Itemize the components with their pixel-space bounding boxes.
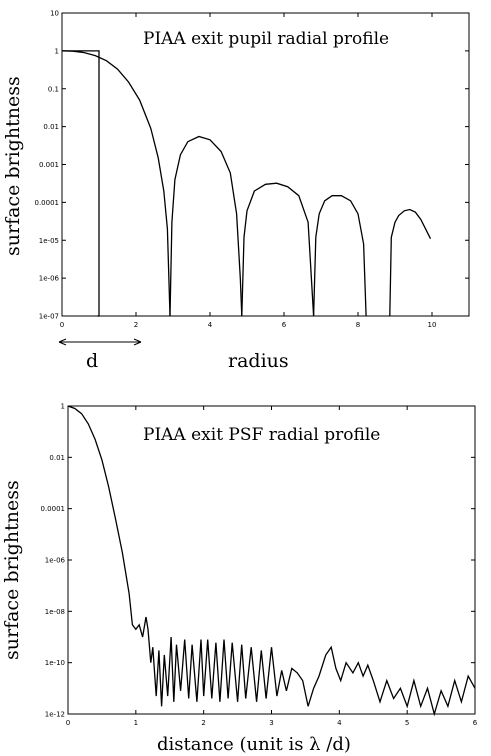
y-tick-label: 1e-12 [45,711,65,719]
x-tick-label: 3 [269,719,273,727]
chart-title: PIAA exit pupil radial profile [143,29,389,49]
y-tick-label: 1e-06 [45,557,66,565]
x-axis-label: radius [228,350,289,372]
x-tick-label: 2 [201,719,205,727]
y-tick-label: 0.0001 [41,505,66,513]
d-arrow-heads [58,338,142,346]
x-tick-label: 0 [60,321,64,329]
chart-title: PIAA exit PSF radial profile [143,425,380,445]
plot-frame [61,12,470,317]
y-tick-label: 1e-06 [39,275,60,283]
y-tick-label: 1e-10 [45,659,65,667]
y-tick-label: 0.1 [48,85,59,93]
x-tick-label: 10 [428,321,437,329]
y-tick-label: 1e-07 [39,313,59,321]
series-line [241,182,315,317]
y-tick-label: 0.001 [39,161,59,169]
y-tick-label: 0.01 [49,454,65,462]
series-line [389,208,432,317]
series-line [169,135,243,317]
series-line [312,195,367,317]
x-axis-label: distance (unit is λ /d) [157,734,351,755]
y-tick-label: 0.01 [43,123,59,131]
x-tick-label: 0 [66,719,70,727]
y-tick-label: 1e-05 [39,237,59,245]
y-axis-label: surface brightness [1,480,23,660]
pupil-profile-chart: PIAA exit pupil radial profile surface b… [2,10,470,372]
series-line [61,50,171,317]
x-tick-label: 4 [337,719,342,727]
y-tick-label: 0.0001 [35,199,60,207]
x-tick-label: 1 [134,719,138,727]
y-axis-label: surface brightness [2,76,24,256]
x-tick-label: 2 [134,321,138,329]
x-tick-label: 6 [473,719,478,727]
x-tick-label: 6 [282,321,287,329]
psf-profile-chart: PIAA exit PSF radial profile surface bri… [1,403,478,756]
x-tick-label: 8 [356,321,360,329]
series-line [67,405,476,717]
y-tick-label: 1e-08 [45,608,65,616]
y-tick-label: 1 [55,47,59,55]
x-tick-label: 5 [405,719,409,727]
series-line [62,50,100,317]
plot-frame [67,405,476,715]
y-tick-label: 1 [61,403,65,411]
y-tick-label: 10 [50,10,59,18]
d-annotation: d [86,350,98,372]
x-tick-label: 4 [208,321,213,329]
